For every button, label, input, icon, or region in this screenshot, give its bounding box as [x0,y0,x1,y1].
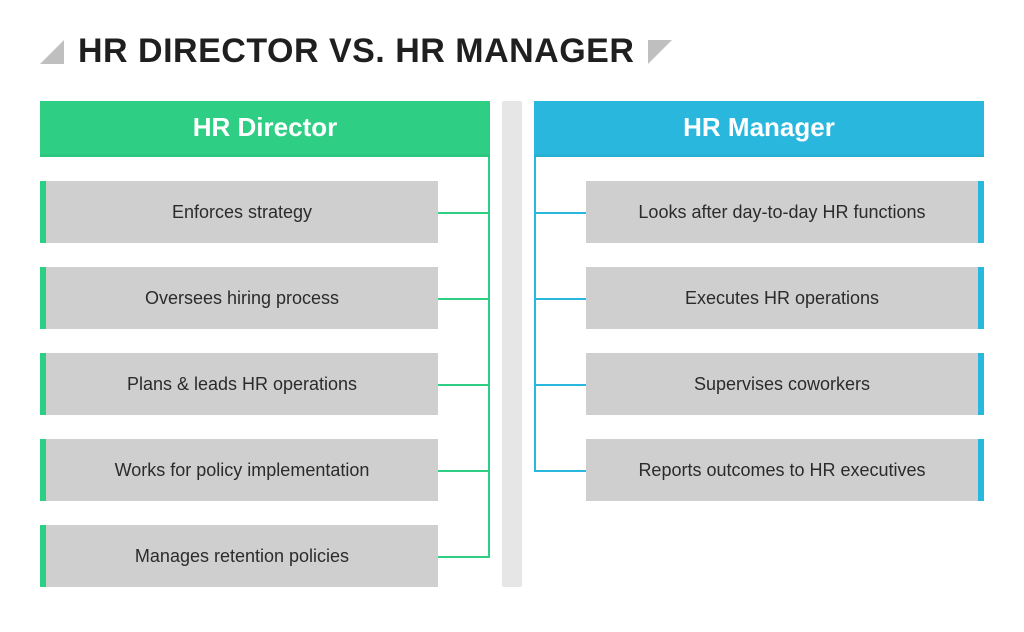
hr-manager-item-label: Supervises coworkers [694,374,870,395]
hr-director-item-label: Manages retention policies [135,546,349,567]
hr-manager-item: Reports outcomes to HR executives [586,439,984,501]
center-divider [502,101,522,587]
hr-director-item: Enforces strategy [40,181,438,243]
hr-director-item: Oversees hiring process [40,267,438,329]
column-hr-director: HR Director Enforces strategy Oversees hi… [40,101,490,587]
hr-director-item: Plans & leads HR operations [40,353,438,415]
title-triangle-right-icon [648,40,672,64]
items-area-right: Looks after day-to-day HR functions Execu… [534,157,984,501]
column-hr-manager: HR Manager Looks after day-to-day HR fun… [534,101,984,587]
hr-manager-item-label: Executes HR operations [685,288,879,309]
hr-director-item-label: Oversees hiring process [145,288,339,309]
hr-manager-item: Supervises coworkers [586,353,984,415]
connector-spine-right [534,157,536,470]
hr-director-item-label: Works for policy implementation [115,460,370,481]
connector-spine-left [488,157,490,556]
items-area-left: Enforces strategy Oversees hiring process… [40,157,490,587]
comparison-columns: HR Director Enforces strategy Oversees hi… [40,101,984,587]
title-triangle-left-icon [40,40,64,64]
hr-manager-item: Executes HR operations [586,267,984,329]
column-header-left: HR Director [40,101,490,157]
hr-director-item: Manages retention policies [40,525,438,587]
hr-manager-item-label: Looks after day-to-day HR functions [638,202,925,223]
hr-manager-item: Looks after day-to-day HR functions [586,181,984,243]
column-header-right: HR Manager [534,101,984,157]
hr-director-item-label: Plans & leads HR operations [127,374,357,395]
page-title: HR DIRECTOR VS. HR MANAGER [78,32,634,71]
hr-director-item-label: Enforces strategy [172,202,312,223]
infographic-root: HR DIRECTOR VS. HR MANAGER HR Director E… [0,0,1024,632]
title-row: HR DIRECTOR VS. HR MANAGER [40,32,984,71]
hr-director-item: Works for policy implementation [40,439,438,501]
hr-manager-item-label: Reports outcomes to HR executives [638,460,925,481]
